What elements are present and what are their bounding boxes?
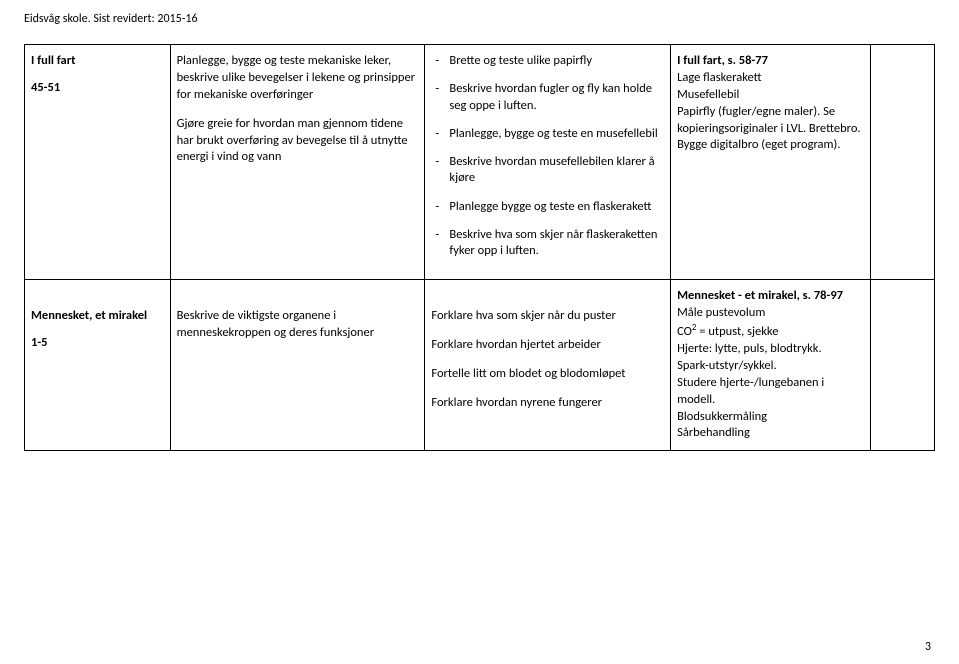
cell-goals: Beskrive de viktigste organene i mennesk… xyxy=(170,280,425,451)
goal-text: Beskrive de viktigste organene i mennesk… xyxy=(177,308,419,342)
list-item: Brette og teste ulike papirfly xyxy=(431,53,664,69)
resource-line: Måle pustevolum xyxy=(677,305,864,322)
table-row: I full fart 45-51 Planlegge, bygge og te… xyxy=(25,45,935,280)
topic-range: 45-51 xyxy=(31,80,164,95)
resource-line: Papirfly (fugler/egne maler). Se kopieri… xyxy=(677,104,864,138)
table-row: Mennesket, et mirakel 1-5 Beskrive de vi… xyxy=(25,280,935,451)
cell-activities: Brette og teste ulike papirfly Beskrive … xyxy=(425,45,671,280)
activity-text: Forklare hvordan nyrene fungerer xyxy=(431,395,664,412)
cell-empty xyxy=(871,45,935,280)
list-item: Beskrive hva som skjer når flaskerakette… xyxy=(431,227,664,260)
cell-topic: I full fart 45-51 xyxy=(25,45,171,280)
cell-empty xyxy=(871,280,935,451)
resource-line: CO2 = utpust, sjekke xyxy=(677,322,864,341)
activity-text: Forklare hva som skjer når du puster xyxy=(431,308,664,325)
co2-prefix: CO xyxy=(677,324,692,339)
resource-title: I full fart, s. 58-77 xyxy=(677,53,864,70)
goal-text: Gjøre greie for hvordan man gjennom tide… xyxy=(177,116,419,167)
resource-line: Studere hjerte-/lungebanen i modell. xyxy=(677,375,864,409)
list-item: Planlegge bygge og teste en flaskerakett xyxy=(431,199,664,215)
cell-activities: Forklare hva som skjer når du puster For… xyxy=(425,280,671,451)
activity-list: Brette og teste ulike papirfly Beskrive … xyxy=(431,53,664,259)
page-number: 3 xyxy=(925,640,931,654)
resource-line: Bygge digitalbro (eget program). xyxy=(677,137,864,154)
topic-range: 1-5 xyxy=(31,335,164,350)
activity-text: Fortelle litt om blodet og blodomløpet xyxy=(431,366,664,383)
list-item: Beskrive hvordan musefellebilen klarer å… xyxy=(431,154,664,187)
resource-line: Blodsukkermåling xyxy=(677,409,864,426)
resource-line: Musefellebil xyxy=(677,87,864,104)
resource-line: Hjerte: lytte, puls, blodtrykk. xyxy=(677,341,864,358)
topic-title: I full fart xyxy=(31,53,164,68)
list-item: Beskrive hvordan fugler og fly kan holde… xyxy=(431,81,664,114)
page-header: Eidsvåg skole. Sist revidert: 2015-16 xyxy=(24,12,935,26)
list-item: Planlegge, bygge og teste en musefellebi… xyxy=(431,126,664,142)
cell-resources: Mennesket - et mirakel, s. 78-97 Måle pu… xyxy=(671,280,871,451)
content-table: I full fart 45-51 Planlegge, bygge og te… xyxy=(24,44,935,451)
cell-resources: I full fart, s. 58-77 Lage flaskerakett … xyxy=(671,45,871,280)
resource-title: Mennesket - et mirakel, s. 78-97 xyxy=(677,288,864,305)
topic-title: Mennesket, et mirakel xyxy=(31,308,164,323)
cell-goals: Planlegge, bygge og teste mekaniske leke… xyxy=(170,45,425,280)
resource-line: Lage flaskerakett xyxy=(677,70,864,87)
co2-suffix: = utpust, sjekke xyxy=(696,324,778,339)
activity-text: Forklare hvordan hjertet arbeider xyxy=(431,337,664,354)
resource-line: Sårbehandling xyxy=(677,425,864,442)
goal-text: Planlegge, bygge og teste mekaniske leke… xyxy=(177,53,419,104)
cell-topic: Mennesket, et mirakel 1-5 xyxy=(25,280,171,451)
resource-line: Spark-utstyr/sykkel. xyxy=(677,358,864,375)
